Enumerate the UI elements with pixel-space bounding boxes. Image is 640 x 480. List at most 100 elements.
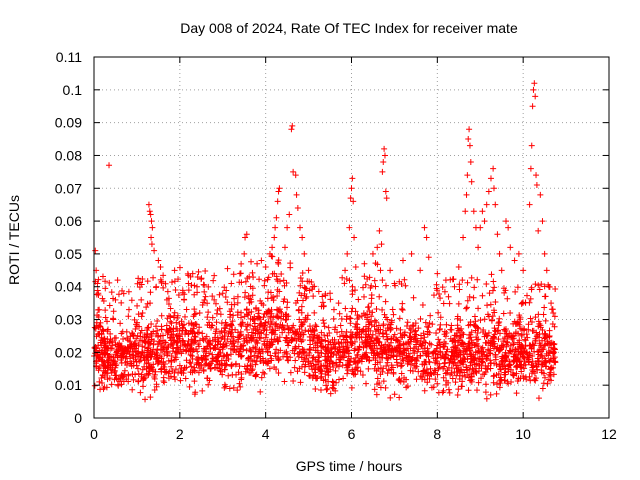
data-point — [231, 295, 238, 302]
data-point — [489, 287, 496, 294]
data-point — [405, 358, 412, 365]
data-point — [147, 289, 154, 296]
data-point — [487, 301, 494, 308]
data-point — [176, 362, 183, 369]
data-point — [342, 305, 349, 312]
data-point — [382, 282, 389, 289]
data-point — [202, 268, 209, 275]
data-point — [256, 346, 263, 353]
data-point — [278, 270, 285, 277]
data-point — [101, 384, 108, 391]
data-point — [249, 366, 256, 373]
data-point — [187, 360, 194, 367]
data-point — [254, 260, 261, 267]
data-point — [154, 327, 161, 334]
data-point — [274, 198, 281, 205]
data-point — [141, 375, 148, 382]
data-point — [539, 385, 546, 392]
data-point — [171, 267, 178, 274]
data-point — [125, 313, 132, 320]
data-point — [189, 270, 196, 277]
data-point — [214, 354, 221, 361]
data-point — [206, 350, 213, 357]
data-point — [456, 337, 463, 344]
data-point — [365, 365, 372, 372]
data-point — [159, 347, 166, 354]
data-point — [169, 279, 176, 286]
data-point — [165, 343, 172, 350]
data-point — [329, 378, 336, 385]
data-point — [466, 331, 473, 338]
data-point — [127, 360, 134, 367]
data-point — [284, 357, 291, 364]
data-point — [487, 347, 494, 354]
data-point — [510, 339, 517, 346]
data-point — [238, 371, 245, 378]
data-point — [227, 311, 234, 318]
data-point — [352, 287, 359, 294]
data-point — [212, 342, 219, 349]
data-point — [194, 357, 201, 364]
data-point — [419, 302, 426, 309]
data-point — [230, 271, 237, 278]
data-point — [380, 365, 387, 372]
data-point — [318, 370, 325, 377]
data-point — [541, 374, 548, 381]
data-point — [477, 317, 484, 324]
data-point — [452, 379, 459, 386]
data-point — [497, 380, 504, 387]
data-point — [544, 380, 551, 387]
data-point — [273, 214, 280, 221]
data-point — [317, 368, 324, 375]
data-point — [264, 308, 271, 315]
data-point — [257, 388, 264, 395]
data-point — [397, 342, 404, 349]
x-axis-label: GPS time / hours — [296, 458, 403, 474]
data-point — [165, 375, 172, 382]
data-point — [379, 277, 386, 284]
data-point — [417, 373, 424, 380]
data-point — [443, 348, 450, 355]
data-point — [244, 339, 251, 346]
data-point — [130, 376, 137, 383]
data-point — [219, 344, 226, 351]
data-point — [236, 270, 243, 277]
data-point — [269, 244, 276, 251]
data-point — [417, 315, 424, 322]
data-point — [210, 355, 217, 362]
data-point — [336, 376, 343, 383]
data-point — [99, 326, 106, 333]
data-point — [358, 358, 365, 365]
data-point — [94, 312, 101, 319]
data-point — [174, 344, 181, 351]
data-point — [483, 201, 490, 208]
data-point — [133, 323, 140, 330]
data-point — [247, 296, 254, 303]
data-point — [527, 342, 534, 349]
data-point — [314, 342, 321, 349]
data-point — [380, 378, 387, 385]
data-point — [155, 358, 162, 365]
data-point — [278, 315, 285, 322]
data-point — [542, 333, 549, 340]
data-point — [173, 340, 180, 347]
data-point — [224, 351, 231, 358]
data-point — [476, 368, 483, 375]
data-point — [426, 320, 433, 327]
data-point — [510, 353, 517, 360]
data-point — [241, 250, 248, 257]
data-point — [217, 311, 224, 318]
data-point — [527, 165, 534, 172]
data-point — [372, 328, 379, 335]
data-point — [470, 294, 477, 301]
data-point — [488, 359, 495, 366]
data-point — [137, 354, 144, 361]
data-point — [379, 350, 386, 357]
data-point — [232, 326, 239, 333]
data-point — [552, 358, 559, 365]
data-point — [336, 356, 343, 363]
data-point — [130, 354, 137, 361]
data-point — [372, 355, 379, 362]
data-point — [219, 290, 226, 297]
data-point — [100, 361, 107, 368]
